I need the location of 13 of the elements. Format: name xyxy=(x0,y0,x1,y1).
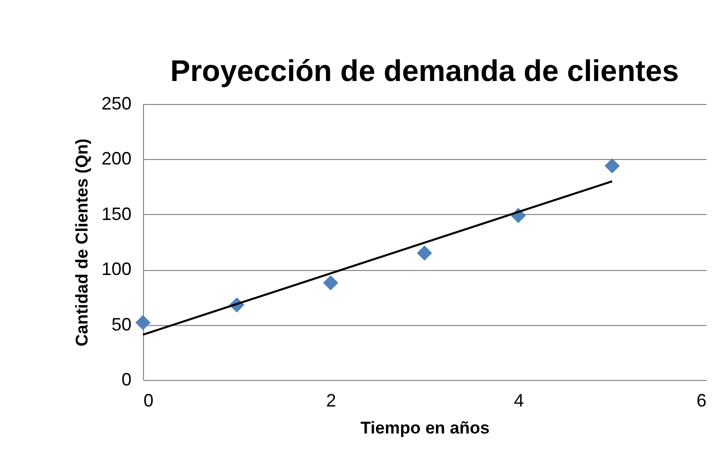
y-tick-label: 150 xyxy=(101,204,132,224)
y-tick-label: 200 xyxy=(101,148,132,169)
y-tick-label: 100 xyxy=(101,259,132,280)
x-tick-label: 6 xyxy=(696,390,706,410)
x-axis-title: Tiempo en años xyxy=(360,418,490,438)
x-tick-label: 2 xyxy=(326,390,336,410)
chart-title: Proyección de demanda de clientes xyxy=(170,55,679,88)
y-tick-label: 250 xyxy=(101,94,132,114)
y-axis-title: Cantidad de Clientes (Qn) xyxy=(72,138,92,346)
x-tick-label: 0 xyxy=(144,390,154,410)
y-tick-label: 0 xyxy=(121,370,132,390)
y-tick-label: 50 xyxy=(111,314,132,334)
x-tick-label: 4 xyxy=(514,390,524,410)
